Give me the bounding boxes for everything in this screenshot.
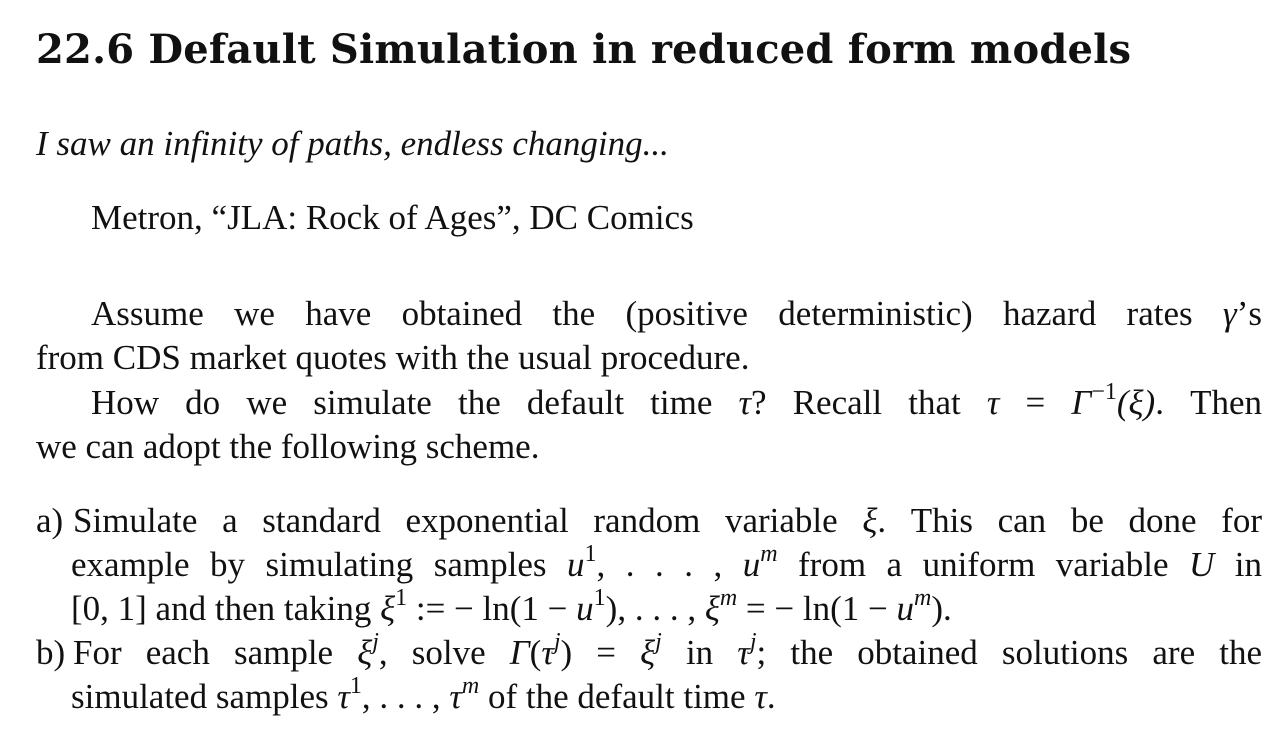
- list-line: example by simulating samples u1, . . . …: [36, 541, 1262, 587]
- math-superscript: j: [372, 629, 379, 656]
- epigraph-attribution: Metron, “JLA: Rock of Ages”, DC Comics: [91, 198, 694, 237]
- math-equals: =: [999, 383, 1072, 422]
- text-run: How do we simulate the default time: [91, 383, 739, 422]
- list-item-a: a) Simulate a standard exponential random…: [36, 499, 1262, 631]
- list-item-b: b) For each sample ξj, solve Γ(τj) = ξj i…: [36, 629, 1262, 719]
- math-u: u: [576, 589, 594, 628]
- math-superscript: −1: [1091, 379, 1117, 406]
- math-u: u: [896, 589, 915, 628]
- epigraph-quote: I saw an infinity of paths, endless chan…: [36, 124, 669, 163]
- list-line: b) For each sample ξj, solve Γ(τj) = ξj i…: [36, 629, 1262, 675]
- paragraph-default-time: How do we simulate the default time τ? R…: [36, 379, 1262, 469]
- math-superscript: 1: [593, 585, 606, 612]
- text-run: , solve: [378, 633, 510, 672]
- text-run: example by simulating samples: [71, 545, 568, 584]
- math-superscript: j: [749, 629, 757, 656]
- list-line: simulated samples τ1, . . . , τm of the …: [36, 673, 1262, 719]
- math-xi: ξ: [862, 501, 878, 540]
- paragraph-line: Assume we have obtained the (positive de…: [36, 292, 1262, 336]
- math-u: u: [567, 545, 585, 584]
- text-run: ’s: [1236, 294, 1262, 333]
- math-superscript: 1: [395, 585, 408, 612]
- paragraph-line: from CDS market quotes with the usual pr…: [36, 338, 750, 377]
- math-gamma: γ: [1222, 294, 1237, 333]
- text-run: ) =: [560, 633, 641, 672]
- math-tau: τ: [737, 633, 750, 672]
- paragraph-hazard-rates: Assume we have obtained the (positive de…: [36, 292, 1262, 380]
- math-gamma-function: Γ: [509, 633, 530, 672]
- math-superscript: 1: [349, 673, 362, 700]
- list-marker: b): [36, 633, 66, 672]
- math-superscript: m: [461, 673, 480, 700]
- math-tau: τ: [337, 677, 350, 716]
- math-superscript: m: [914, 585, 932, 612]
- math-xi: ξ: [380, 589, 396, 628]
- math-tau: τ: [986, 383, 1000, 422]
- text-run: , . . . ,: [361, 677, 450, 716]
- paragraph-line: we can adopt the following scheme.: [36, 427, 540, 466]
- math-xi: ξ: [357, 633, 373, 672]
- text-run: simulated samples: [71, 677, 338, 716]
- math-superscript: m: [760, 541, 778, 568]
- math-tau: τ: [449, 677, 462, 716]
- math-superscript: j: [553, 629, 561, 656]
- math-superscript: j: [655, 629, 662, 656]
- text-run: = − ln(1 −: [737, 589, 897, 628]
- math-U: U: [1189, 545, 1215, 584]
- math-u: u: [742, 545, 761, 584]
- math-tau: τ: [738, 383, 752, 422]
- text-run: := − ln(1 −: [407, 589, 577, 628]
- section-heading: 22.6 Default Simulation in reduced form …: [36, 26, 1132, 73]
- text-run: Simulate a standard exponential random v…: [73, 501, 863, 540]
- text-run: .: [766, 677, 776, 716]
- math-xi: ξ: [640, 633, 656, 672]
- math-argument: (ξ): [1116, 383, 1156, 422]
- text-run: in: [1214, 545, 1262, 584]
- text-run: of the default time: [479, 677, 755, 716]
- text-run: ; the obtained solutions are the: [756, 633, 1262, 672]
- text-run: Assume we have obtained the (positive de…: [91, 294, 1223, 333]
- text-run: . Then: [1155, 383, 1262, 422]
- list-line: a) Simulate a standard exponential random…: [36, 499, 1262, 543]
- text-run: ), . . . ,: [605, 589, 705, 628]
- list-line: [0, 1] and then taking ξ1 := − ln(1 − u1…: [36, 585, 1262, 631]
- math-gamma-function: Γ: [1071, 383, 1092, 422]
- math-superscript: 1: [584, 541, 597, 568]
- text-run: [0, 1] and then taking: [71, 589, 381, 628]
- math-superscript: m: [719, 585, 738, 612]
- text-run: in: [661, 633, 738, 672]
- text-run: , . . . ,: [596, 545, 743, 584]
- math-tau: τ: [754, 677, 767, 716]
- math-tau: τ: [541, 633, 554, 672]
- text-run: (: [529, 633, 542, 672]
- text-run: from a uniform variable: [777, 545, 1189, 584]
- text-run: For each sample: [73, 633, 358, 672]
- text-run: . This can be done for: [877, 501, 1262, 540]
- text-run: ? Recall that: [751, 383, 987, 422]
- paragraph-line: How do we simulate the default time τ? R…: [36, 379, 1262, 425]
- list-marker: a): [36, 501, 64, 540]
- math-xi: ξ: [704, 589, 720, 628]
- text-run: ).: [931, 589, 952, 628]
